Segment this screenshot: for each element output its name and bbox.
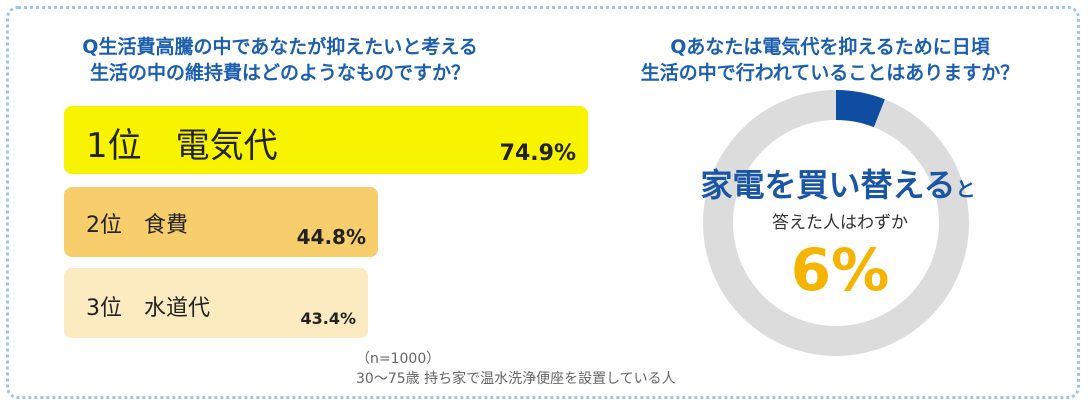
bar-rank-1-label: 1位 電気代	[86, 126, 278, 166]
right-question-title: Qあなたは電気代を抑えるために日頃 生活の中で行われていることはありますか？	[590, 34, 1070, 86]
right-question-line-1: Qあなたは電気代を抑えるために日頃	[670, 36, 990, 58]
bar-rank-3-label: 3位 水道代	[86, 296, 210, 321]
bar-rank-1-value: 74.9%	[499, 141, 576, 166]
donut-chart	[703, 90, 969, 356]
respondent-condition-note: 30～75歳 持ち家で温水洗浄便座を設置している人	[356, 371, 676, 387]
bar-rank-1: 1位 電気代 74.9%	[64, 106, 588, 174]
left-question-title: Q生活費高騰の中であなたが抑えたいと考える 生活の中の維持費はどのようなものです…	[30, 34, 530, 86]
left-question-line-1: Q生活費高騰の中であなたが抑えたいと考える	[82, 36, 478, 58]
dotted-frame	[6, 6, 1080, 399]
left-question-line-2: 生活の中の維持費はどのようなものですか？	[89, 62, 470, 84]
bar-rank-3-value: 43.4%	[300, 309, 356, 328]
bar-rank-2-value: 44.8%	[296, 225, 366, 249]
sample-size-note: （n=1000）	[356, 351, 441, 367]
donut-value-label: 6%	[790, 236, 890, 304]
bar-rank-2: 2位 食費 44.8%	[64, 187, 378, 257]
bar-rank-3: 3位 水道代 43.4%	[64, 268, 368, 338]
donut-caption: 答えた人はわずか	[772, 213, 908, 233]
donut-emphasis-suffix: と	[955, 177, 976, 201]
donut-emphasis-line: 家電を買い替えると	[668, 160, 1008, 206]
donut-emphasis-text: 家電を買い替える	[700, 166, 956, 204]
donut-slice-1	[703, 90, 969, 356]
right-question-line-2: 生活の中で行われていることはありますか？	[640, 62, 1020, 84]
bar-rank-2-label: 2位 食費	[86, 213, 188, 238]
